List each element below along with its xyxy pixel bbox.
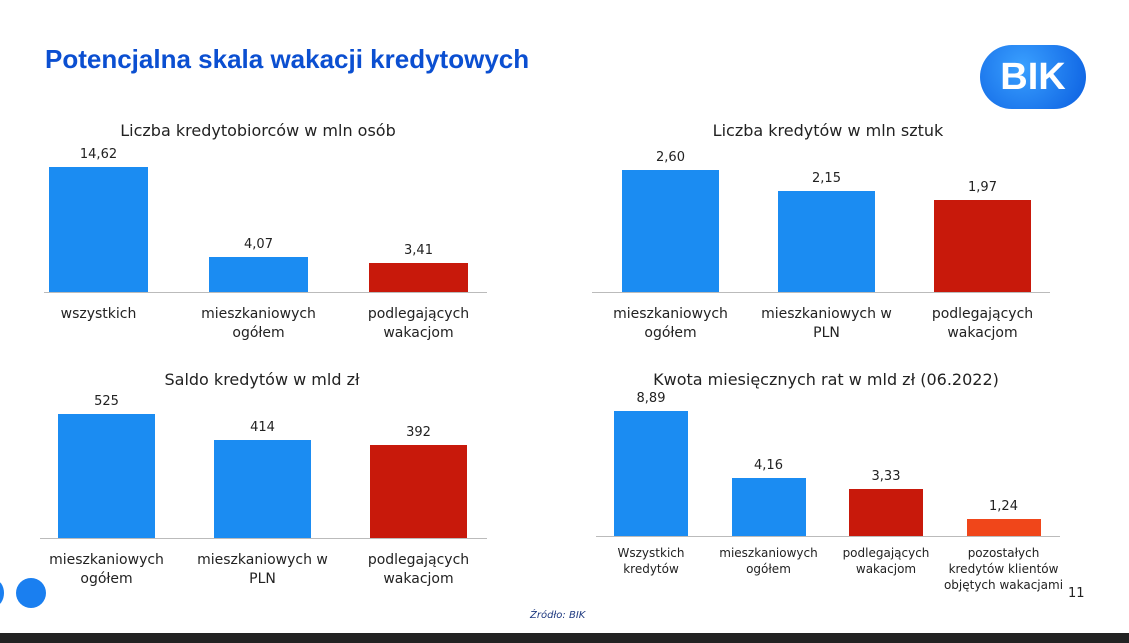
axis-line [596,536,1060,537]
x-tick-label: podlegających wakacjom [367,552,470,587]
value-label: 2,60 [656,150,685,165]
x-tick-label: podlegających wakacjom [931,306,1034,341]
chart-title: Liczba kredytów w mln sztuk [712,121,944,140]
decoration [0,580,4,606]
axis-line [40,538,487,539]
bottom-bar [0,633,1129,643]
value-label: 3,33 [871,469,901,485]
x-tick-label: podlegających wakacjom [367,306,470,341]
slide-title: Potencjalna skala wakacji kredytowych [45,44,530,74]
bar [934,199,1031,292]
value-label: 1,24 [989,498,1018,514]
value-label: 1,97 [968,179,997,195]
chart-title: Kwota miesięcznych rat w mld zł (06.2022… [653,370,999,389]
decoration [16,578,46,608]
logo: BIK [980,45,1086,109]
chart-title: Liczba kredytobiorców w mln osób [120,121,396,140]
bar [622,170,719,292]
axis-line [44,292,487,293]
value-label: 392 [406,425,431,441]
x-tick-label: podlegających wakacjom [842,546,930,577]
x-tick-label: wszystkich [60,306,137,322]
value-label: 4,16 [754,457,783,473]
bar [58,414,155,538]
axis-line [592,292,1050,293]
page-number: 11 [1068,586,1085,601]
source: Źródło: BIK [530,610,586,621]
x-tick-label: mieszkaniowych ogółem [613,306,728,341]
value-label: 4,07 [244,237,273,253]
bar [731,477,806,536]
bar [614,411,688,536]
x-tick-label: pozostałych kredytów klientów objętych w… [943,546,1064,593]
value-label: 2,15 [812,171,841,187]
x-tick-label: mieszkaniowych ogółem [719,546,818,577]
x-tick-label: Wszystkich kredytów [617,546,685,577]
bar [966,518,1041,536]
value-label: 525 [94,394,119,409]
value-label: 14,62 [79,147,118,162]
value-label: 414 [250,420,275,436]
bar [369,262,468,292]
x-tick-label: mieszkaniowych ogółem [49,552,164,587]
bar [778,191,875,292]
bar [209,257,308,292]
bar [370,445,467,538]
chart-title: Saldo kredytów w mld zł [164,370,360,389]
bar [214,440,311,538]
value-label: 8,89 [636,391,666,406]
x-tick-label: mieszkaniowych w PLN [197,552,328,587]
value-label: 3,41 [404,242,433,258]
bar [849,489,923,536]
x-tick-label: mieszkaniowych w PLN [761,306,892,341]
bar [49,167,148,292]
x-tick-label: mieszkaniowych ogółem [201,306,316,341]
